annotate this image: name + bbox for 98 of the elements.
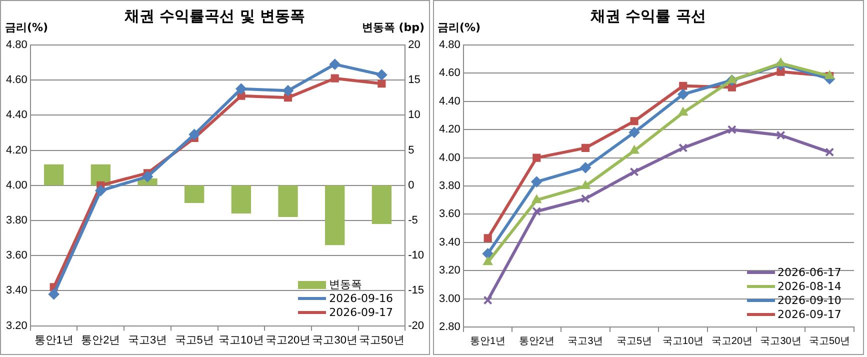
point	[580, 180, 590, 189]
y-tick-label: 3.00	[438, 292, 460, 305]
point	[775, 58, 786, 66]
point	[330, 74, 339, 82]
bar	[372, 185, 392, 224]
legend-label: 2026-08-14	[778, 280, 842, 292]
y-tick-label: 4.20	[438, 124, 460, 136]
x-tick-label: 국고3년	[128, 334, 168, 346]
chart-title: 채권 수익률 곡선	[590, 7, 706, 25]
legend-label: 2026-09-17	[329, 306, 394, 320]
point	[579, 162, 590, 174]
point	[580, 144, 590, 152]
y-tick-label: 3.60	[438, 208, 460, 220]
x-tick-label: 국고50년	[808, 336, 850, 347]
y-tick-label: 4.80	[6, 39, 28, 52]
bar	[278, 185, 298, 217]
x-tick-label: 국고20년	[710, 336, 752, 347]
legend-label: 변동폭	[329, 277, 362, 292]
point	[532, 206, 541, 216]
y2-tick-label: 15	[408, 74, 420, 86]
point	[776, 130, 785, 140]
legend-label: 2026-09-17	[778, 308, 842, 320]
point	[376, 69, 388, 80]
x-tick-label: 통안1년	[34, 334, 74, 346]
x-tick-label: 국고3년	[567, 336, 603, 347]
point	[236, 83, 247, 94]
legend-label: 2026-06-17	[778, 266, 842, 278]
y-tick-label: 3.20	[438, 264, 460, 277]
point	[95, 185, 106, 196]
chart-title: 채권 수익률곡선 및 변동폭	[124, 7, 306, 25]
x-tick-label: 통안2년	[81, 334, 120, 346]
x-tick-label: 국고30년	[760, 336, 801, 347]
y-tick-label: 4.40	[438, 95, 460, 108]
y-axis-title: 금리(%)	[438, 20, 481, 35]
point	[530, 176, 542, 188]
point	[531, 194, 541, 204]
bar	[325, 185, 345, 246]
y2-tick-label: 0	[408, 179, 414, 192]
bar	[44, 164, 64, 186]
point	[48, 288, 60, 300]
y-tick-label: 4.40	[6, 109, 28, 122]
point	[188, 129, 200, 140]
point	[483, 234, 492, 242]
legend-label: 2026-09-16	[329, 292, 394, 306]
y2-tick-label: 20	[408, 39, 420, 52]
point	[142, 171, 153, 182]
y-tick-label: 4.80	[438, 39, 460, 52]
x-tick-label: 국고30년	[312, 334, 358, 346]
point	[282, 85, 294, 96]
point	[482, 248, 493, 260]
point	[532, 154, 540, 162]
y2-tick-label: -20	[408, 320, 424, 332]
point	[678, 82, 687, 90]
point	[482, 296, 492, 305]
point	[378, 80, 386, 88]
point	[580, 194, 590, 204]
y-axis-title: 금리(%)	[5, 20, 48, 35]
y-tick-label: 4.60	[6, 74, 28, 86]
x-tick-label: 국고50년	[359, 334, 404, 346]
point	[630, 117, 638, 126]
bar	[231, 185, 252, 214]
y2-axis-title: 변동폭 (bp)	[362, 20, 424, 35]
point	[678, 107, 688, 116]
point	[329, 58, 340, 70]
point	[482, 256, 492, 266]
y-tick-label: 3.80	[6, 214, 28, 227]
x-tick-label: 국고10년	[218, 334, 264, 346]
point	[726, 74, 736, 84]
y2-tick-label: -5	[408, 214, 418, 227]
x-tick-label: 국고10년	[662, 336, 704, 347]
point	[628, 126, 640, 138]
bar	[184, 185, 204, 203]
point	[726, 125, 736, 134]
point	[677, 88, 688, 100]
y2-tick-label: -15	[408, 284, 424, 297]
y-tick-label: 3.20	[6, 320, 28, 332]
x-tick-label: 통안1년	[470, 336, 506, 347]
y2-tick-label: -10	[408, 250, 424, 262]
x-tick-label: 국고5년	[174, 334, 214, 346]
y-tick-label: 4.20	[6, 144, 28, 156]
x-tick-label: 국고20년	[265, 334, 311, 346]
y-tick-label: 3.40	[438, 236, 460, 248]
y-tick-label: 3.40	[6, 284, 28, 297]
x-tick-label: 통안2년	[518, 336, 554, 347]
legend-label: 2026-09-10	[778, 294, 842, 306]
point	[629, 167, 638, 176]
x-tick-label: 국고5년	[616, 336, 652, 347]
y2-tick-label: 5	[408, 144, 414, 156]
y-tick-label: 4.60	[438, 67, 460, 80]
y-tick-label: 4.00	[6, 179, 28, 192]
point	[824, 148, 834, 157]
y2-tick-label: 10	[408, 109, 420, 122]
y-tick-label: 3.60	[6, 250, 28, 262]
y-tick-label: 4.00	[438, 152, 460, 164]
y-tick-label: 3.80	[438, 180, 460, 192]
point	[628, 145, 639, 154]
point	[678, 143, 688, 152]
y-tick-label: 2.80	[438, 321, 460, 334]
